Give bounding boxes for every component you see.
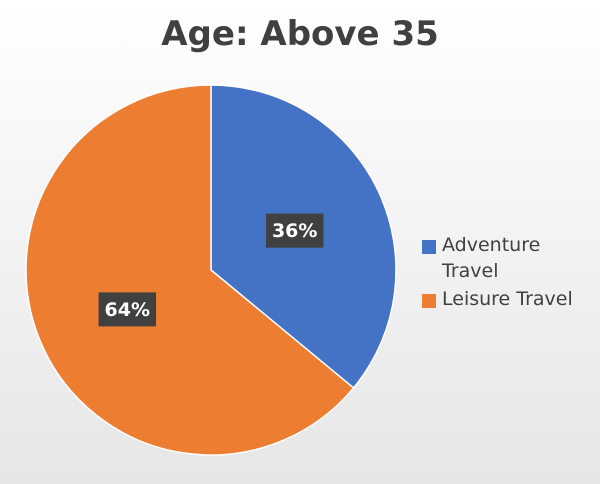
data-label: 64% [105, 299, 150, 321]
data-label-group: 64% [98, 292, 157, 327]
data-label-box [98, 292, 157, 327]
data-label: 36% [272, 220, 317, 242]
chart-title: Age: Above 35 [161, 14, 439, 54]
data-label-box [265, 213, 324, 248]
legend-label: Adventure Travel [442, 234, 541, 282]
legend-item: Leisure Travel [422, 286, 582, 312]
legend-label: Leisure Travel [442, 288, 573, 310]
legend-swatch [422, 294, 436, 308]
pie-slice [25, 84, 355, 456]
legend-swatch [422, 240, 436, 254]
legend-item: Adventure Travel [422, 232, 582, 284]
legend: Adventure Travel Leisure Travel [422, 232, 582, 314]
data-label-group: 36% [265, 213, 324, 248]
